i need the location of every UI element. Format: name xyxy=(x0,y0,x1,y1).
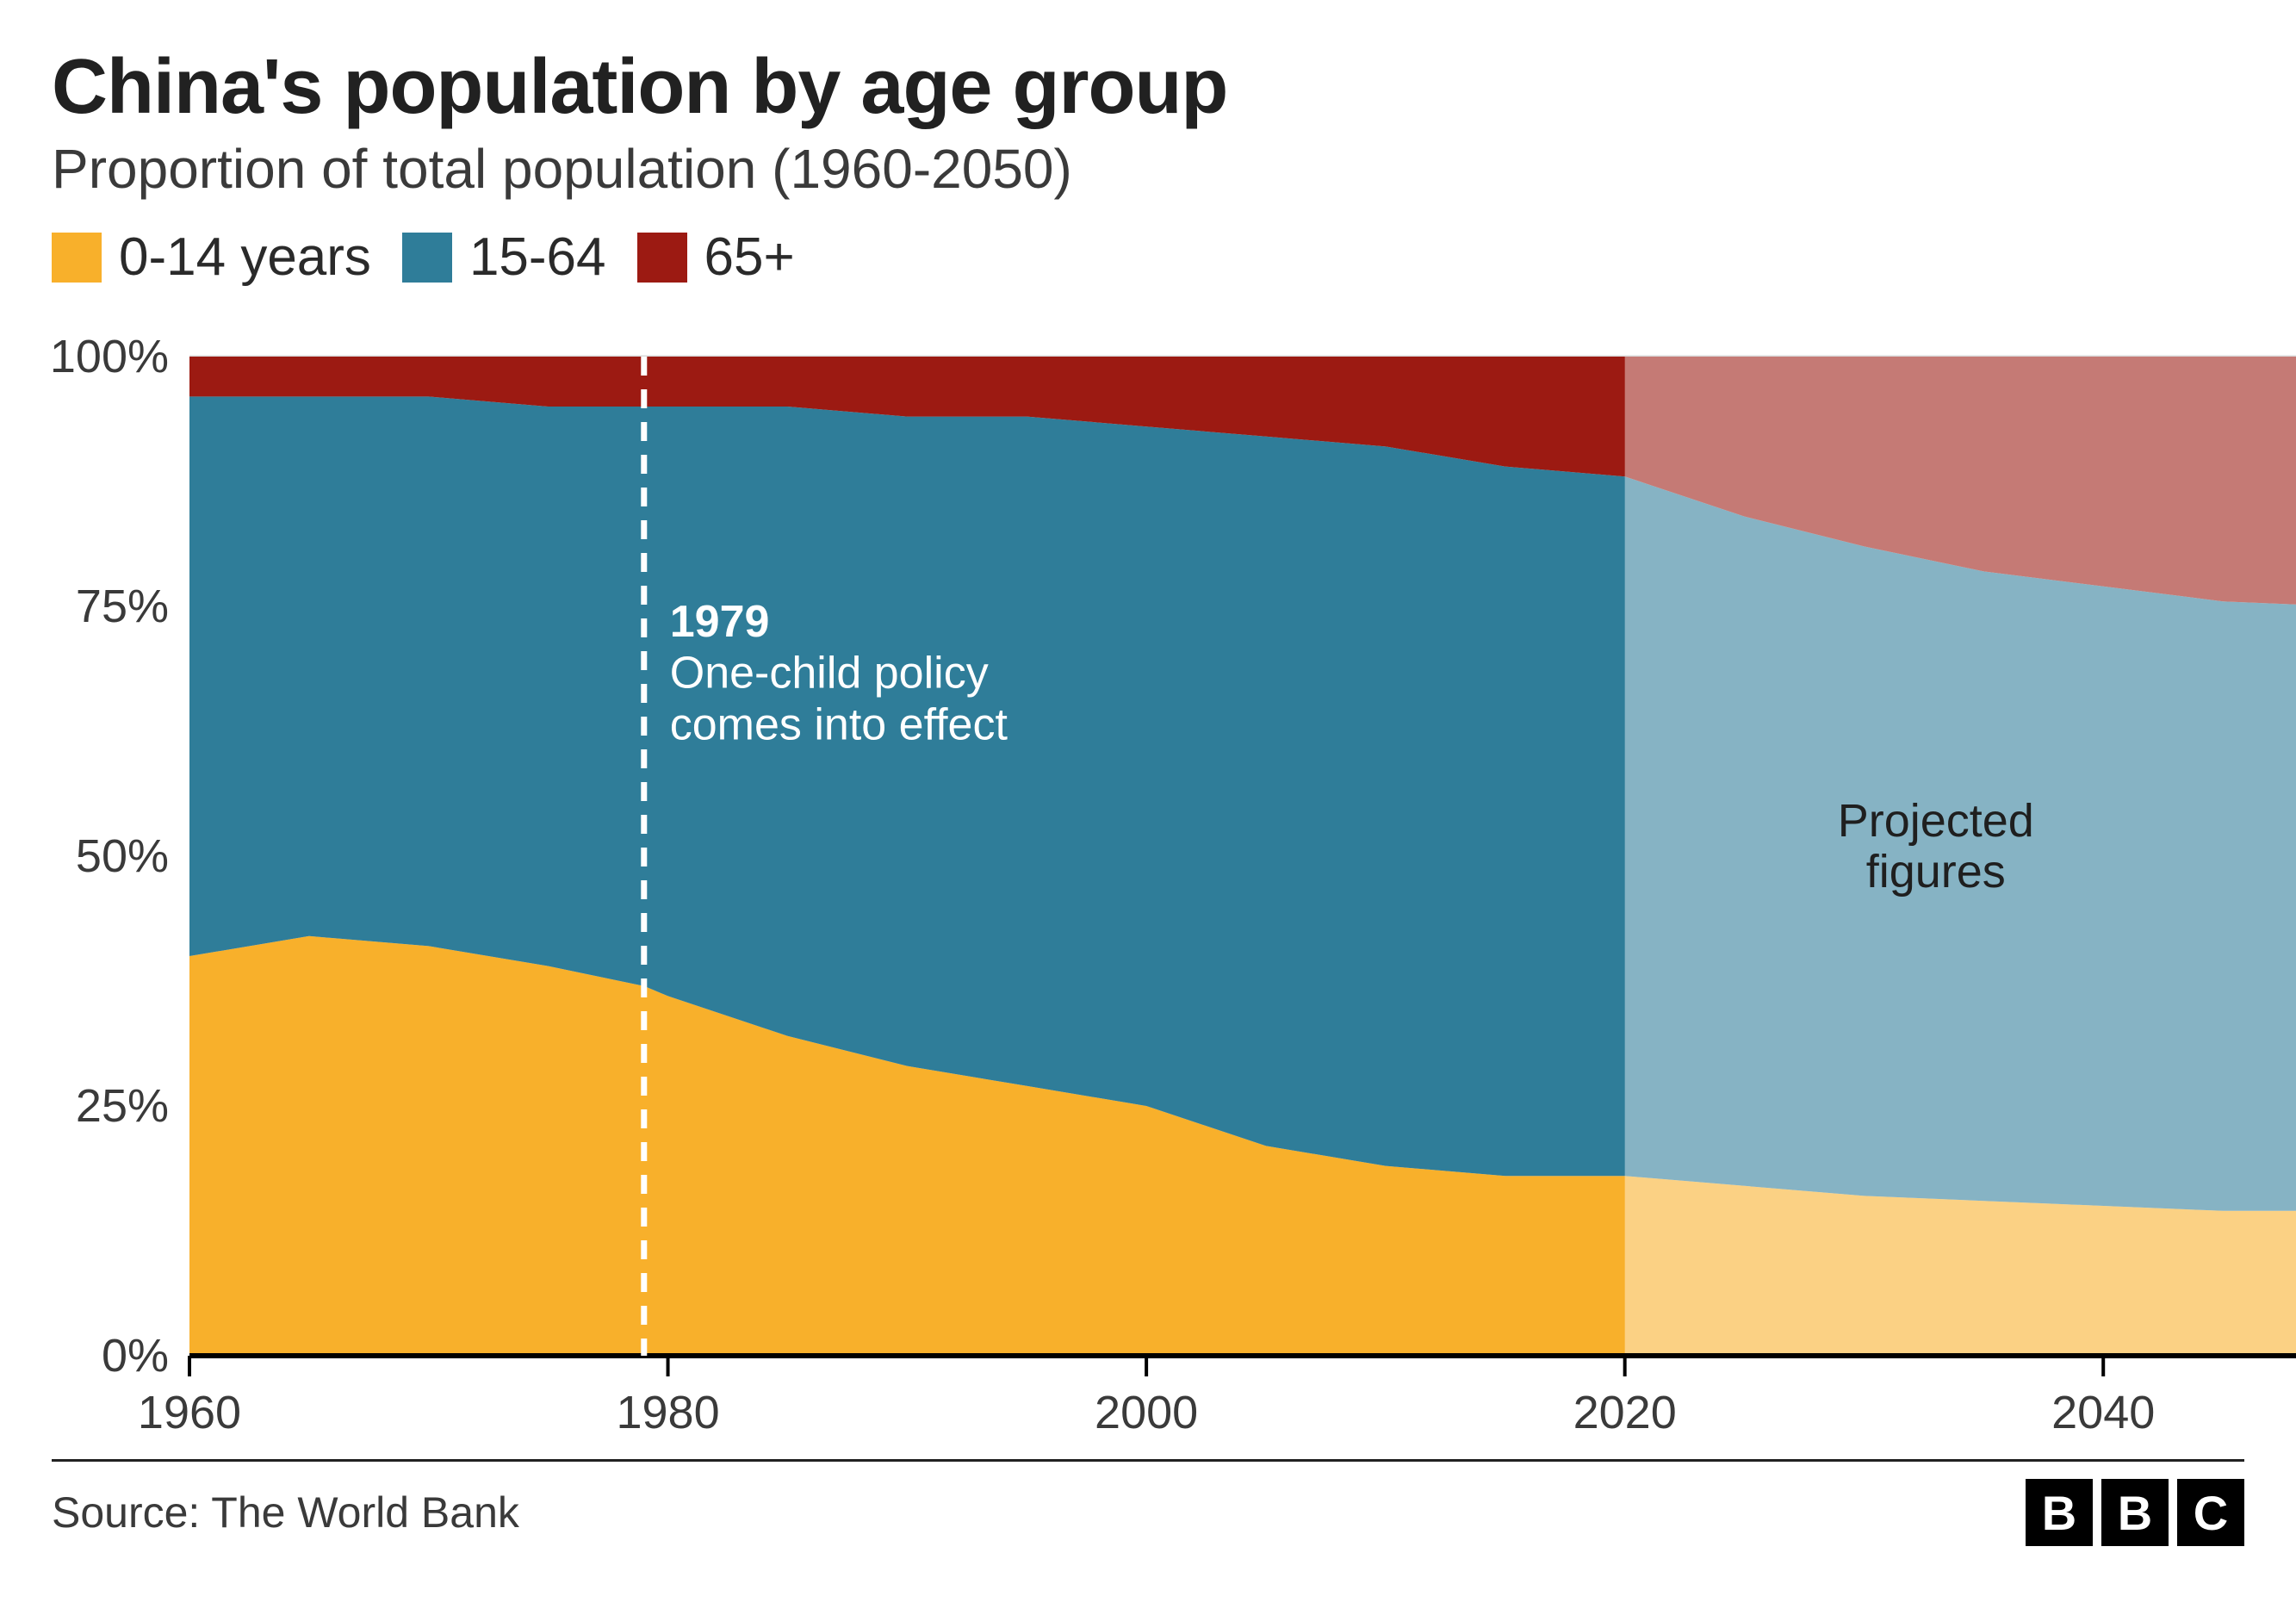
chart-subtitle: Proportion of total population (1960-205… xyxy=(52,137,2244,201)
svg-text:2000: 2000 xyxy=(1095,1387,1198,1438)
source-text: Source: The World Bank xyxy=(52,1488,519,1537)
swatch-0-14 xyxy=(52,233,102,283)
bbc-logo-b2: B xyxy=(2101,1479,2169,1546)
footer-row: Source: The World Bank B B C xyxy=(52,1459,2244,1546)
svg-text:1980: 1980 xyxy=(616,1387,719,1438)
svg-text:100%: 100% xyxy=(52,339,169,382)
svg-text:One-child policy: One-child policy xyxy=(670,649,989,699)
svg-text:0%: 0% xyxy=(102,1330,169,1382)
chart-container: China's population by age group Proporti… xyxy=(0,0,2296,1615)
bbc-logo-c: C xyxy=(2177,1479,2244,1546)
svg-text:2040: 2040 xyxy=(2051,1387,2155,1438)
legend-label-0-14: 0-14 years xyxy=(119,227,371,288)
svg-text:50%: 50% xyxy=(76,830,169,882)
stacked-area-svg: 0% 25% 50% 75% 100% 1960 1980 2000 2020 2040 1979O… xyxy=(52,339,2296,1450)
legend-label-15-64: 15-64 xyxy=(469,227,606,288)
plot-area: 0% 25% 50% 75% 100% 1960 1980 2000 2020 2040 1979O… xyxy=(52,339,2244,1450)
svg-text:25%: 25% xyxy=(76,1080,169,1132)
bbc-logo-b1: B xyxy=(2026,1479,2093,1546)
legend-item-0-14: 0-14 years xyxy=(52,227,371,288)
bbc-logo: B B C xyxy=(2026,1479,2244,1546)
svg-text:1979: 1979 xyxy=(670,597,770,647)
legend: 0-14 years 15-64 65+ xyxy=(52,227,2244,288)
legend-item-65: 65+ xyxy=(637,227,795,288)
svg-text:Projected: Projected xyxy=(1838,795,2034,847)
legend-item-15-64: 15-64 xyxy=(402,227,606,288)
legend-label-65: 65+ xyxy=(704,227,795,288)
swatch-65 xyxy=(637,233,687,283)
svg-text:comes into effect: comes into effect xyxy=(670,699,1008,749)
svg-text:75%: 75% xyxy=(76,581,169,632)
svg-text:1960: 1960 xyxy=(138,1387,241,1438)
swatch-15-64 xyxy=(402,233,452,283)
svg-text:2020: 2020 xyxy=(1573,1387,1677,1438)
chart-title: China's population by age group xyxy=(52,43,2244,132)
svg-text:figures: figures xyxy=(1866,846,2006,898)
